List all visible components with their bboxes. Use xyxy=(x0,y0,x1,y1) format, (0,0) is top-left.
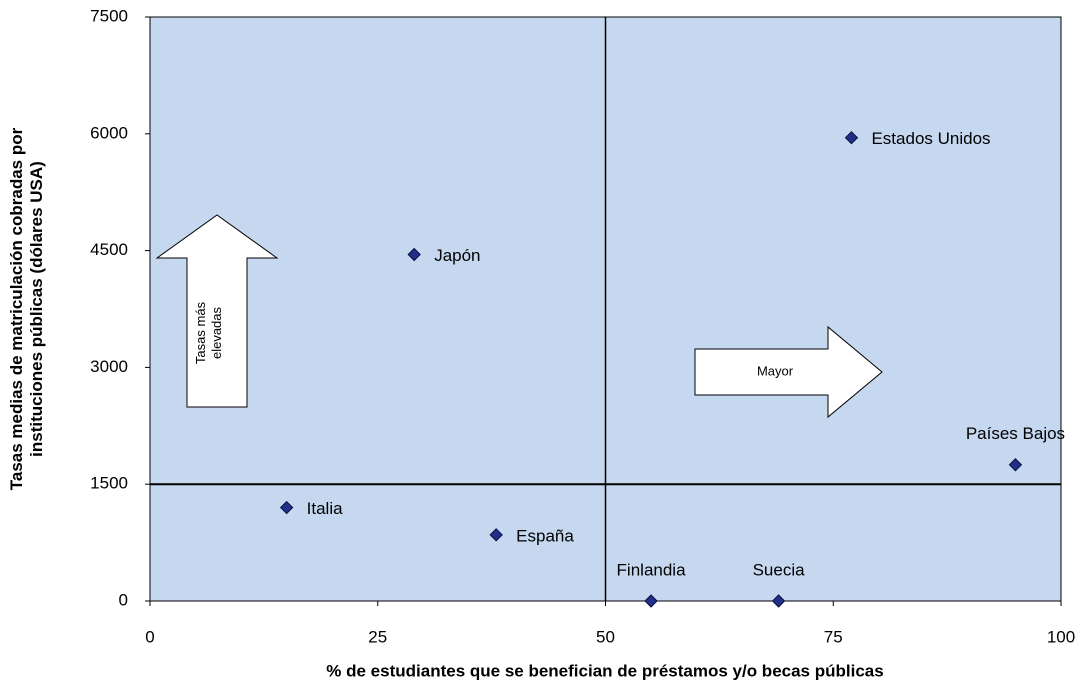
point xyxy=(1008,458,1023,472)
annotation: Tasas máselevadas xyxy=(194,301,225,364)
y-tick-label: 6000 xyxy=(90,123,128,142)
point-label: Suecia xyxy=(753,560,806,579)
y-tick-label: 3000 xyxy=(90,357,128,376)
x-tick-label: 75 xyxy=(824,627,843,646)
y-tick-label: 4500 xyxy=(90,240,128,259)
point xyxy=(771,594,786,608)
y-axis-title: Tasas medias de matriculación cobradas p… xyxy=(7,127,46,490)
x-axis-title: % de estudiantes que se benefician de pr… xyxy=(326,661,883,680)
point-label: Japón xyxy=(434,246,480,265)
y-tick-label: 0 xyxy=(119,590,128,609)
point xyxy=(489,528,503,542)
annotation: Mayor xyxy=(757,363,794,378)
point xyxy=(844,130,859,145)
y-tick-label: 1500 xyxy=(90,474,128,493)
point-label: España xyxy=(516,526,574,545)
up-arrow xyxy=(155,214,279,408)
point-label: Italia xyxy=(307,499,343,518)
x-tick-label: 50 xyxy=(596,627,615,646)
right-arrow xyxy=(694,325,883,419)
annotation-line: elevadas xyxy=(209,306,224,359)
y-tick-label: 7500 xyxy=(90,6,128,25)
annotation-line: Tasas más xyxy=(194,301,209,364)
point xyxy=(407,247,421,262)
y-axis-title-line: instituciones públicas (dólares USA) xyxy=(28,161,47,457)
y-axis-title-line: Tasas medias de matriculación cobradas p… xyxy=(7,127,26,490)
point xyxy=(644,594,658,608)
x-tick-label: 0 xyxy=(145,627,154,646)
point-label: Finlandia xyxy=(617,560,687,579)
x-tick-label: 100 xyxy=(1047,627,1075,646)
point-label: Países Bajos xyxy=(966,424,1065,443)
x-tick-label: 25 xyxy=(368,627,387,646)
point-label: Estados Unidos xyxy=(871,129,990,148)
point xyxy=(279,500,294,515)
